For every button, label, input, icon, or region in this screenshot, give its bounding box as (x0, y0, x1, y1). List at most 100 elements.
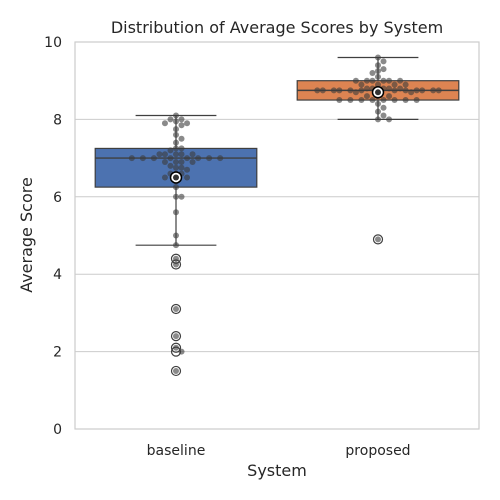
data-point (173, 118, 179, 125)
data-point (206, 155, 213, 162)
data-point (178, 135, 185, 142)
data-point (430, 87, 437, 94)
y-tick-label: 8 (53, 112, 62, 128)
data-point (178, 158, 185, 165)
data-point (173, 184, 179, 191)
data-point (217, 155, 224, 162)
data-point (375, 236, 381, 243)
data-points (128, 54, 442, 374)
data-point (173, 151, 179, 158)
data-point (386, 77, 393, 84)
data-point (402, 97, 409, 104)
data-point (386, 93, 393, 100)
data-point (178, 348, 185, 355)
data-point (402, 87, 409, 94)
data-point (156, 151, 163, 158)
y-tick-label: 4 (53, 267, 62, 283)
data-point (369, 97, 376, 104)
data-point (178, 116, 185, 123)
data-point (347, 97, 354, 104)
y-tick-label: 2 (53, 345, 62, 361)
data-point (184, 155, 191, 162)
data-point (375, 100, 381, 107)
data-point (173, 261, 179, 268)
outlier (170, 331, 182, 342)
data-point (330, 87, 337, 94)
data-point (184, 174, 191, 181)
data-point (380, 58, 387, 65)
data-point (375, 68, 381, 75)
data-point (173, 145, 179, 152)
data-point (173, 232, 179, 239)
data-point (178, 122, 185, 129)
data-point (352, 89, 359, 96)
data-point (358, 87, 365, 94)
data-point (352, 77, 359, 84)
data-point (173, 209, 179, 216)
data-point (402, 81, 409, 88)
data-point (386, 85, 393, 92)
data-point (375, 62, 381, 69)
data-point (386, 116, 393, 123)
data-point (173, 126, 179, 133)
data-point (173, 242, 179, 249)
data-point (161, 174, 168, 181)
data-point (363, 77, 370, 84)
data-point (419, 87, 426, 94)
data-point (375, 108, 381, 115)
mean-marker-inner (173, 174, 179, 181)
plot-frame (74, 41, 480, 430)
data-point (173, 333, 179, 340)
data-point (369, 77, 376, 84)
data-point (195, 155, 202, 162)
data-point (173, 112, 179, 119)
data-point (173, 255, 179, 262)
data-point (173, 344, 179, 351)
data-point (189, 151, 196, 158)
data-point (184, 166, 191, 173)
data-point (161, 158, 168, 165)
data-point (161, 151, 168, 158)
data-point (178, 193, 185, 200)
data-point (391, 81, 398, 88)
x-tick-label: proposed (345, 443, 410, 459)
y-tick-label: 10 (44, 35, 62, 51)
data-point (319, 87, 326, 94)
data-point (380, 97, 387, 104)
data-point (380, 104, 387, 111)
data-point (128, 155, 135, 162)
data-point (363, 93, 370, 100)
data-point (173, 193, 179, 200)
data-point (167, 155, 174, 162)
outlier (170, 365, 182, 377)
data-point (173, 139, 179, 146)
data-point (178, 151, 185, 158)
data-point (408, 89, 415, 96)
data-point (375, 73, 381, 80)
data-point (189, 158, 196, 165)
data-point (397, 77, 404, 84)
data-point (139, 155, 146, 162)
x-axis-label: System (247, 461, 307, 480)
data-point (358, 97, 365, 104)
data-point (167, 147, 174, 154)
data-point (184, 120, 191, 127)
data-point (397, 85, 404, 92)
data-point (161, 120, 168, 127)
data-point (375, 116, 381, 123)
outlier (170, 342, 182, 353)
chart-title: Distribution of Average Scores by System (111, 18, 443, 37)
mean-marker-inner (375, 89, 381, 96)
data-point (358, 81, 365, 88)
outlier (170, 303, 182, 315)
data-point (413, 97, 420, 104)
data-point (380, 66, 387, 73)
data-point (173, 158, 179, 165)
data-point (150, 155, 157, 162)
y-tick-label: 6 (53, 190, 62, 206)
data-point (167, 116, 174, 123)
data-point (173, 164, 179, 171)
data-point (173, 306, 179, 313)
data-point (380, 112, 387, 119)
